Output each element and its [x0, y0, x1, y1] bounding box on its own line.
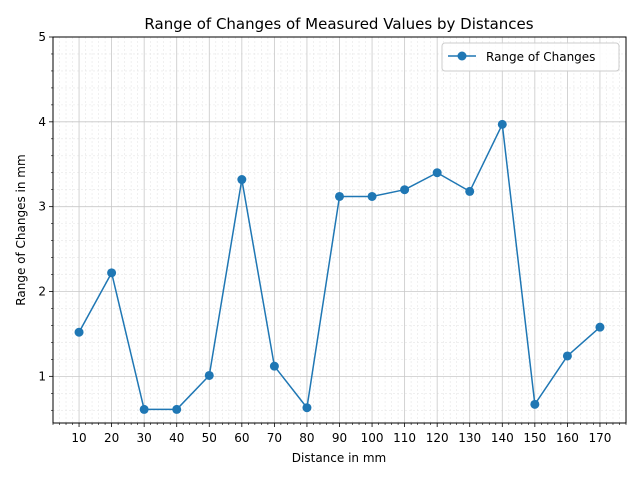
- x-tick-label: 20: [104, 431, 119, 445]
- x-tick-label: 150: [523, 431, 546, 445]
- x-tick-label: 90: [332, 431, 347, 445]
- x-axis: 10 20 30 40 50 60 70 80 90 100 110 120 130 140 150 160 1…: [52, 423, 627, 445]
- y-tick-label: 3: [38, 200, 46, 214]
- data-point: [400, 185, 410, 195]
- x-tick-label: 10: [71, 431, 86, 445]
- x-tick-label: 110: [393, 431, 416, 445]
- data-point: [139, 404, 149, 414]
- legend: Range of Changes: [441, 42, 620, 72]
- data-point: [562, 351, 572, 361]
- legend-box: [441, 42, 620, 72]
- x-tick-label: 100: [361, 431, 384, 445]
- x-tick-label: 130: [458, 431, 481, 445]
- x-tick-label: 60: [234, 431, 249, 445]
- data-point: [595, 322, 605, 332]
- x-tick-label: 120: [426, 431, 449, 445]
- data-point: [172, 404, 182, 414]
- legend-label: Range of Changes: [486, 50, 595, 64]
- series-layer: [74, 119, 605, 414]
- y-tick-label: 5: [38, 30, 46, 44]
- x-tick-label: 160: [556, 431, 579, 445]
- x-tick-label: 140: [491, 431, 514, 445]
- x-tick-label: 70: [267, 431, 282, 445]
- data-point: [335, 191, 344, 201]
- data-point: [367, 191, 377, 201]
- x-tick-label: 170: [589, 431, 612, 445]
- data-point: [432, 168, 442, 178]
- chart-title: Range of Changes of Measured Values by D…: [144, 15, 533, 33]
- data-point: [237, 175, 247, 185]
- data-point: [497, 119, 507, 129]
- y-tick-label: 1: [38, 369, 46, 383]
- data-point: [302, 403, 312, 413]
- data-point: [530, 399, 540, 409]
- x-tick-label: 50: [202, 431, 217, 445]
- x-tick-label: 80: [299, 431, 314, 445]
- x-tick-label: 40: [169, 431, 184, 445]
- y-tick-label: 4: [38, 115, 46, 129]
- data-point: [269, 361, 279, 371]
- data-point: [74, 327, 84, 337]
- data-point: [465, 186, 475, 196]
- minor-grid: [52, 37, 627, 423]
- y-axis-label: Range of Changes in mm: [14, 154, 28, 305]
- y-axis: 1 2 3 4 5: [38, 30, 53, 411]
- data-point: [204, 370, 214, 380]
- x-axis-label: Distance in mm: [292, 451, 386, 465]
- major-grid: [53, 36, 626, 423]
- data-point: [107, 268, 117, 278]
- y-tick-label: 2: [38, 285, 46, 299]
- x-tick-label: 30: [137, 431, 152, 445]
- legend-marker-icon: [457, 51, 467, 61]
